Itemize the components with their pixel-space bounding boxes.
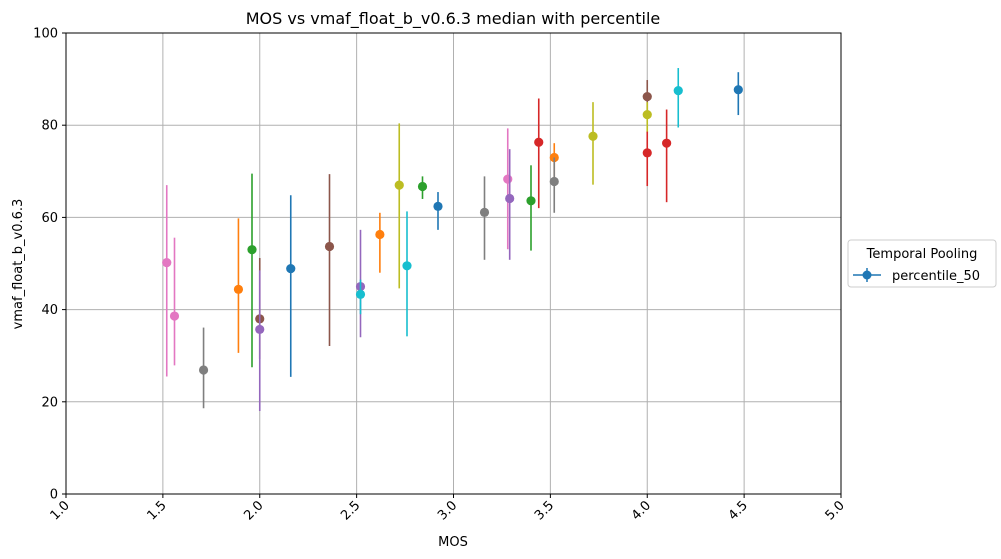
median-marker [417, 181, 428, 192]
median-marker [733, 85, 743, 95]
y-tick-label: 100 [33, 27, 58, 42]
data-point [324, 174, 335, 347]
data-point [355, 279, 366, 315]
legend-entry-label: percentile_50 [892, 269, 980, 284]
data-point [479, 176, 490, 260]
y-tick-label: 40 [41, 303, 58, 318]
median-marker [375, 229, 385, 240]
data-series [162, 68, 743, 412]
data-point [526, 165, 536, 251]
legend-marker [853, 268, 881, 282]
median-marker [526, 196, 536, 206]
median-marker [233, 284, 244, 294]
median-marker [433, 201, 443, 211]
chart-title: MOS vs vmaf_float_b_v0.6.3 median with p… [246, 9, 661, 29]
data-point [642, 131, 652, 187]
median-marker [642, 92, 652, 102]
data-point [402, 211, 412, 337]
median-marker [505, 193, 515, 204]
median-marker [324, 241, 335, 252]
median-marker [534, 137, 544, 147]
median-marker [402, 261, 412, 271]
x-tick-label: 3.0 [435, 498, 460, 523]
x-tick-label: 3.5 [532, 498, 557, 523]
median-marker [642, 109, 652, 120]
data-point [286, 195, 296, 377]
data-point [503, 128, 513, 250]
data-point [588, 102, 598, 185]
data-point [673, 68, 683, 128]
data-point [534, 98, 544, 209]
data-point [247, 173, 257, 368]
data-point [375, 212, 385, 273]
data-point [169, 237, 180, 366]
data-point [162, 185, 172, 377]
median-marker [503, 174, 513, 184]
x-tick-label: 2.5 [338, 498, 363, 523]
median-marker [162, 257, 172, 268]
data-point [733, 72, 743, 116]
x-tick-label: 2.0 [241, 498, 266, 523]
legend-title: Temporal Pooling [866, 247, 978, 262]
data-point [433, 192, 443, 230]
median-marker [247, 245, 257, 255]
median-marker [642, 148, 652, 158]
data-point [662, 109, 672, 203]
legend: Temporal Pooling percentile_50 [847, 239, 997, 288]
y-axis-ticks: 0 20 40 60 80 100 [33, 27, 66, 503]
grid [65, 32, 842, 495]
y-tick-label: 0 [50, 488, 58, 503]
median-marker [588, 131, 598, 141]
data-point [255, 270, 265, 412]
x-axis-label: MOS [438, 535, 468, 550]
median-marker [255, 324, 265, 335]
data-point [505, 149, 515, 260]
data-point [549, 157, 559, 213]
median-marker [673, 86, 683, 96]
legend-dot [862, 270, 872, 280]
data-point [394, 123, 404, 289]
median-marker [479, 207, 490, 217]
y-tick-label: 80 [41, 119, 58, 134]
median-marker [662, 138, 672, 148]
x-tick-label: 4.5 [726, 498, 751, 523]
x-tick-label: 4.0 [629, 498, 654, 523]
median-marker [286, 263, 296, 274]
x-tick-label: 1.5 [144, 498, 169, 523]
median-marker [549, 176, 559, 187]
x-tick-label: 5.0 [823, 498, 848, 523]
median-marker [394, 180, 404, 190]
x-axis-ticks: 1.0 1.5 2.0 2.5 3.0 3.5 4.0 4.5 5.0 [48, 494, 848, 523]
y-axis-label: vmaf_float_b_v0.6.3 [11, 199, 26, 330]
legend-box [847, 239, 997, 288]
median-marker [198, 365, 209, 375]
y-tick-label: 20 [41, 395, 58, 410]
data-point [642, 102, 652, 133]
y-tick-label: 60 [41, 211, 58, 226]
data-point [198, 327, 209, 409]
data-point [233, 218, 244, 353]
data-point [417, 176, 428, 199]
median-marker [355, 289, 366, 299]
median-marker [169, 311, 180, 321]
